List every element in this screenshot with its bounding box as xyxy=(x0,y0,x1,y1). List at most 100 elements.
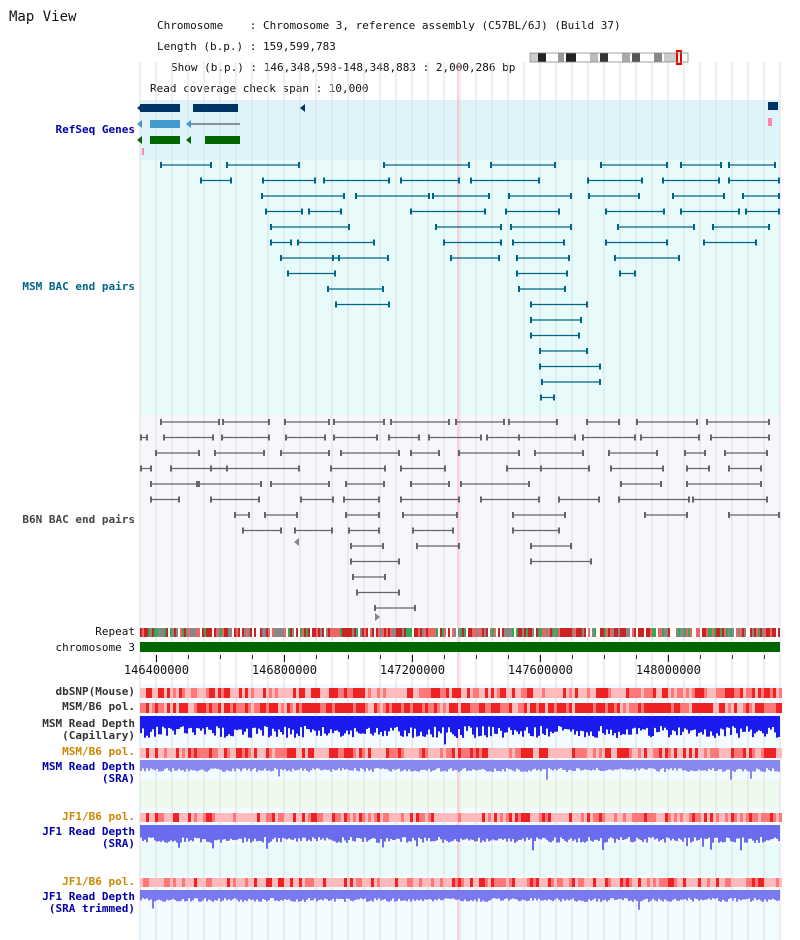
msm-read-depth-sra-label[interactable]: MSM Read Depth xyxy=(42,760,135,773)
b6n-bac-pair-end xyxy=(414,605,416,611)
msm-pol2-cell xyxy=(218,748,221,758)
msm-b6-pol-label-2[interactable]: MSM/B6 pol. xyxy=(62,745,135,758)
repeat-block xyxy=(756,628,758,637)
repeat-block xyxy=(690,628,692,637)
refseq-gene[interactable] xyxy=(150,120,180,128)
jf1-read-depth-sra-label[interactable]: JF1 Read Depth xyxy=(42,825,135,838)
b6n-bac-label[interactable]: B6N BAC end pairs xyxy=(22,513,135,526)
gene-arrow[interactable] xyxy=(137,120,142,128)
jf1-depth-sra-bar xyxy=(374,825,376,839)
msm-depth-sra-bar xyxy=(584,760,586,770)
msm-pol2-cell xyxy=(419,748,422,758)
dbsnp-cell xyxy=(371,688,374,698)
b6n-bac-pair-end xyxy=(696,419,698,425)
jf1-depth-sra-bar xyxy=(282,825,284,838)
msm-pol2-cell xyxy=(545,748,548,758)
gene-arrow[interactable] xyxy=(300,104,305,112)
jf1-depth-sra-bar xyxy=(560,825,562,838)
dbsnp-cell xyxy=(464,688,467,698)
repeat-block xyxy=(476,628,478,637)
jf1-depth-trim-bar xyxy=(184,890,186,902)
refseq-gene[interactable] xyxy=(768,102,778,110)
dbsnp-cell xyxy=(392,688,395,698)
jf1-pol-cell xyxy=(371,813,374,822)
jf1-depth-trim-bar xyxy=(304,890,306,902)
msm-read-depth-cap-label[interactable]: MSM Read Depth xyxy=(42,717,135,730)
msm-pol-cell xyxy=(149,703,152,713)
dbsnp-cell xyxy=(374,688,377,698)
msm-pol-cell xyxy=(359,703,362,713)
jf1-depth-trim-bar xyxy=(384,890,386,900)
jf1-pol-cell xyxy=(239,813,242,822)
repeat-block xyxy=(420,628,422,637)
ideogram-band xyxy=(642,53,652,62)
dbsnp-cell xyxy=(350,688,353,698)
gene-arrow[interactable] xyxy=(137,104,142,112)
b6n-bac-pair-end xyxy=(410,450,412,456)
jf1-depth-sra-bar xyxy=(508,825,510,839)
jf1-read-depth-trim-label[interactable]: JF1 Read Depth xyxy=(42,890,135,903)
repeat-block xyxy=(464,628,466,637)
jf1-depth-sra-bar xyxy=(314,825,316,839)
msm-pol2-cell xyxy=(242,748,245,758)
msm-depth-sra-bar xyxy=(698,760,700,770)
msm-pol-cell xyxy=(650,703,653,713)
jf1-pol-cell xyxy=(764,813,767,822)
msm-depth-cap-bar xyxy=(338,716,340,733)
msm-bac-pair-end xyxy=(428,193,430,199)
jf1-b6-pol-label-1[interactable]: JF1/B6 pol. xyxy=(62,810,135,823)
refseq-gene[interactable] xyxy=(205,136,240,144)
msm-depth-cap-bar xyxy=(476,716,478,728)
b6n-bac-pair-end xyxy=(760,481,762,487)
gene-arrow[interactable] xyxy=(137,136,142,144)
repeat-block xyxy=(456,628,458,637)
msm-pol2-cell xyxy=(407,748,410,758)
b6n-bac-pair-end xyxy=(400,496,402,503)
msm-b6-pol-label-1[interactable]: MSM/B6 pol. xyxy=(62,700,135,713)
jf1-depth-trim-bar xyxy=(714,890,716,899)
ideogram-marker[interactable] xyxy=(676,50,682,65)
refseq-gene[interactable] xyxy=(150,136,180,144)
dbsnp-label[interactable]: dbSNP(Mouse) xyxy=(55,685,135,698)
msm-depth-sra-bar xyxy=(528,760,530,771)
jf1-depth-trim-bar xyxy=(550,890,552,901)
msm-depth-sra-bar xyxy=(548,760,550,769)
jf1-depth-trim-bar xyxy=(454,890,456,900)
msm-depth-sra-bar xyxy=(158,760,160,772)
msm-pol2-cell xyxy=(509,748,512,758)
msm-bac-pair-end xyxy=(443,239,445,246)
msm-pol-cell xyxy=(725,703,728,713)
dbsnp-cell xyxy=(581,688,584,698)
msm-bac-label[interactable]: MSM BAC end pairs xyxy=(22,280,135,293)
refseq-gene[interactable] xyxy=(193,104,238,112)
msm-depth-sra-bar xyxy=(552,760,554,771)
msm-pol-cell xyxy=(164,703,167,713)
jf1-pol-cell xyxy=(500,813,503,822)
refseq-gene[interactable] xyxy=(140,104,180,112)
refseq-gene[interactable] xyxy=(768,118,772,126)
jf1-pol2-cell xyxy=(764,878,767,887)
repeat-block xyxy=(178,628,180,637)
msm-pol-cell xyxy=(170,703,173,713)
msm-depth-cap-bar xyxy=(270,716,272,736)
msm-depth-sra-bar xyxy=(576,760,578,769)
gene-arrow[interactable] xyxy=(186,120,191,128)
jf1-depth-sra-bar xyxy=(200,825,202,843)
msm-pol2-cell xyxy=(752,748,755,758)
jf1-b6-pol-label-2[interactable]: JF1/B6 pol. xyxy=(62,875,135,888)
jf1-depth-trim-bar xyxy=(682,890,684,900)
chromosome-bar[interactable] xyxy=(140,642,780,652)
jf1-pol-cell xyxy=(254,813,257,822)
jf1-depth-sra-bar xyxy=(686,825,688,847)
jf1-depth-sra-bar xyxy=(368,825,370,841)
msm-bac-pair-end xyxy=(314,177,316,184)
msm-depth-cap-bar xyxy=(674,716,676,732)
gene-arrow[interactable] xyxy=(186,136,191,144)
repeat-block xyxy=(344,628,346,637)
jf1-depth-trim-bar xyxy=(516,890,518,900)
msm-bac-pair-end xyxy=(641,177,643,184)
refseq-genes-label[interactable]: RefSeq Genes xyxy=(55,123,135,136)
dbsnp-cell xyxy=(269,688,272,698)
msm-depth-cap-bar xyxy=(342,716,344,736)
